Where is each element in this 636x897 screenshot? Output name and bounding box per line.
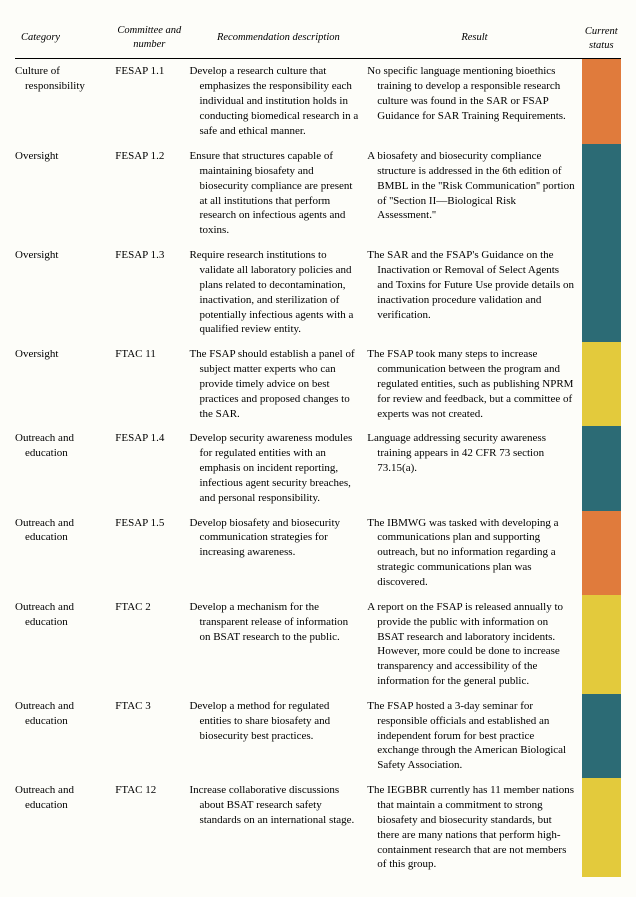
status-color-box: [582, 694, 621, 778]
cell-recommendation: Require research institutions to validat…: [189, 243, 367, 342]
status-color-box: [582, 59, 621, 144]
table-row: Outreach and educationFTAC 2Develop a me…: [15, 595, 621, 694]
cell-committee: FESAP 1.4: [109, 426, 189, 510]
cell-status: [582, 778, 621, 877]
cell-committee: FTAC 11: [109, 342, 189, 426]
cell-committee: FTAC 2: [109, 595, 189, 694]
cell-status: [582, 342, 621, 426]
cell-result: A report on the FSAP is released annuall…: [367, 595, 581, 694]
cell-recommendation: Increase collaborative discussions about…: [189, 778, 367, 877]
cell-result: The IBMWG was tasked with developing a c…: [367, 511, 581, 595]
cell-committee: FESAP 1.1: [109, 59, 189, 144]
status-color-box: [582, 342, 621, 426]
table-row: OversightFTAC 11The FSAP should establis…: [15, 342, 621, 426]
cell-recommendation: Develop a method for regulated entities …: [189, 694, 367, 778]
cell-recommendation: Develop a mechanism for the transparent …: [189, 595, 367, 694]
cell-result: The FSAP took many steps to increase com…: [367, 342, 581, 426]
cell-category: Outreach and education: [15, 511, 109, 595]
cell-status: [582, 694, 621, 778]
header-category: Category: [15, 20, 109, 59]
header-recommendation: Recommendation description: [189, 20, 367, 59]
cell-recommendation: Develop biosafety and biosecurity commun…: [189, 511, 367, 595]
cell-recommendation: Ensure that structures capable of mainta…: [189, 144, 367, 243]
header-status: Current status: [582, 20, 621, 59]
cell-committee: FTAC 12: [109, 778, 189, 877]
cell-recommendation: Develop a research culture that emphasiz…: [189, 59, 367, 144]
cell-committee: FTAC 3: [109, 694, 189, 778]
cell-status: [582, 144, 621, 243]
cell-category: Oversight: [15, 342, 109, 426]
cell-category: Outreach and education: [15, 778, 109, 877]
cell-result: No specific language mentioning bioethic…: [367, 59, 581, 144]
cell-status: [582, 243, 621, 342]
status-color-box: [582, 144, 621, 243]
status-color-box: [582, 778, 621, 877]
cell-recommendation: The FSAP should establish a panel of sub…: [189, 342, 367, 426]
cell-recommendation: Develop security awareness modules for r…: [189, 426, 367, 510]
table-row: Outreach and educationFESAP 1.4Develop s…: [15, 426, 621, 510]
table-row: Culture of responsibilityFESAP 1.1Develo…: [15, 59, 621, 144]
cell-committee: FESAP 1.2: [109, 144, 189, 243]
cell-status: [582, 511, 621, 595]
cell-category: Oversight: [15, 144, 109, 243]
cell-category: Oversight: [15, 243, 109, 342]
table-row: Outreach and educationFTAC 12Increase co…: [15, 778, 621, 877]
header-committee: Committee and number: [109, 20, 189, 59]
cell-status: [582, 59, 621, 144]
cell-committee: FESAP 1.3: [109, 243, 189, 342]
cell-category: Outreach and education: [15, 426, 109, 510]
table-header-row: Category Committee and number Recommenda…: [15, 20, 621, 59]
cell-result: A biosafety and biosecurity compliance s…: [367, 144, 581, 243]
cell-category: Culture of responsibility: [15, 59, 109, 144]
recommendations-table: Category Committee and number Recommenda…: [15, 20, 621, 877]
cell-category: Outreach and education: [15, 595, 109, 694]
header-result: Result: [367, 20, 581, 59]
cell-result: The SAR and the FSAP's Guidance on the I…: [367, 243, 581, 342]
table-row: OversightFESAP 1.3Require research insti…: [15, 243, 621, 342]
status-color-box: [582, 511, 621, 595]
cell-result: The IEGBBR currently has 11 member natio…: [367, 778, 581, 877]
cell-status: [582, 426, 621, 510]
cell-result: The FSAP hosted a 3-day seminar for resp…: [367, 694, 581, 778]
cell-committee: FESAP 1.5: [109, 511, 189, 595]
status-color-box: [582, 595, 621, 694]
cell-result: Language addressing security awareness t…: [367, 426, 581, 510]
table-row: Outreach and educationFTAC 3Develop a me…: [15, 694, 621, 778]
status-color-box: [582, 426, 621, 510]
table-row: Outreach and educationFESAP 1.5Develop b…: [15, 511, 621, 595]
cell-status: [582, 595, 621, 694]
table-row: OversightFESAP 1.2Ensure that structures…: [15, 144, 621, 243]
status-color-box: [582, 243, 621, 342]
cell-category: Outreach and education: [15, 694, 109, 778]
